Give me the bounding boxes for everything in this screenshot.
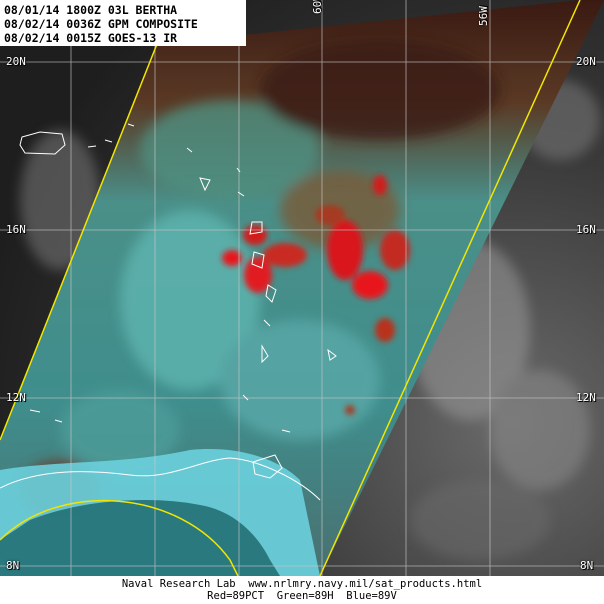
land-dark xyxy=(0,500,280,576)
lon-label-56w: 56W xyxy=(477,6,490,26)
lat-lon-grid xyxy=(0,0,604,576)
image-footer: Naval Research Lab www.nrlmry.navy.mil/s… xyxy=(0,576,604,604)
swath-edge-left xyxy=(0,43,158,441)
footer-credit: Naval Research Lab www.nrlmry.navy.mil/s… xyxy=(121,578,483,590)
image-header: 08/01/14 1800Z 03L BERTHA 08/02/14 0036Z… xyxy=(0,0,246,46)
coastlines xyxy=(0,123,337,501)
puerto-rico-coast xyxy=(19,131,66,155)
lat-label-12n-right: 12N xyxy=(576,391,596,404)
footer-channels: Red=89PCT Green=89H Blue=89V xyxy=(207,590,397,602)
lon-label-60w: 60W xyxy=(311,0,324,14)
aruba-curacao-coast xyxy=(29,409,63,423)
ir-clouds xyxy=(20,80,600,560)
lat-label-20n-left: 20N xyxy=(6,55,26,68)
header-line-gpm: 08/02/14 0036Z GPM COMPOSITE xyxy=(4,17,198,31)
virgin-islands-coast xyxy=(87,123,135,148)
convection-cores xyxy=(222,175,410,415)
lat-label-16n-right: 16N xyxy=(576,223,596,236)
venezuela-coast xyxy=(0,457,321,501)
lat-label-20n-right: 20N xyxy=(576,55,596,68)
island-arc-coast xyxy=(186,147,337,401)
lat-label-12n-left: 12N xyxy=(6,391,26,404)
tobago-trinidad-coast xyxy=(252,429,291,479)
lat-label-8n-right: 8N xyxy=(580,559,594,572)
header-line-storm: 08/01/14 1800Z 03L BERTHA xyxy=(4,3,178,17)
header-line-goes: 08/02/14 0015Z GOES-13 IR xyxy=(4,31,178,45)
scan-boundary-arc xyxy=(0,499,239,577)
swath-edge-right xyxy=(319,0,581,577)
lat-label-16n-left: 16N xyxy=(6,223,26,236)
lat-label-8n-left: 8N xyxy=(6,559,20,572)
